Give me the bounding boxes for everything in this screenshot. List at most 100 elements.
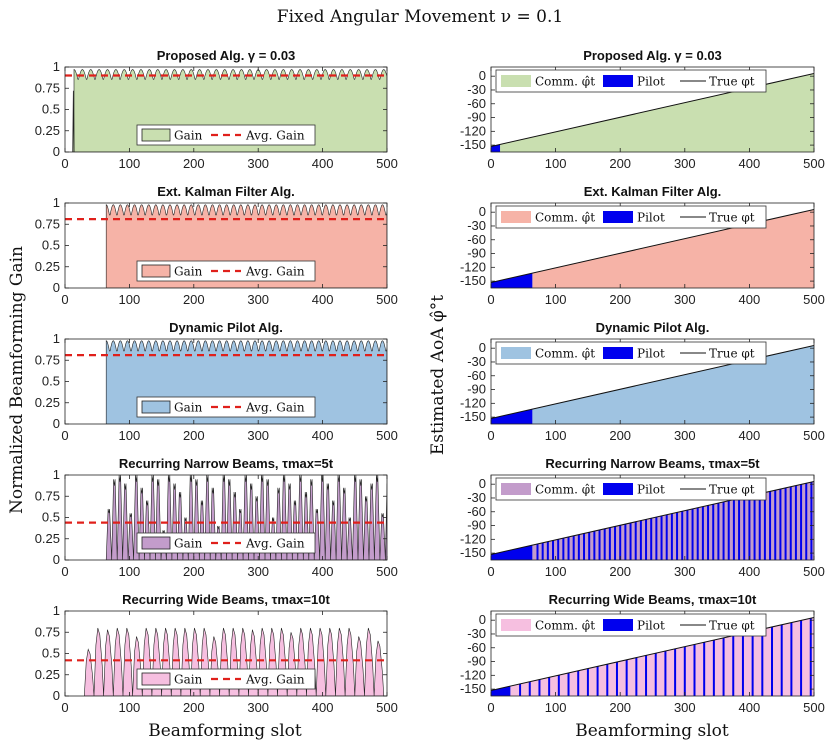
x-tick-label: 400 — [739, 428, 761, 443]
x-tick-label: 400 — [739, 156, 761, 171]
y-tick-label: 0.25 — [35, 531, 60, 546]
legend-comm-label: Comm. φ̂t — [535, 347, 595, 361]
legend-avg-label: Avg. Gain — [245, 129, 305, 143]
panel-gain-ekf: Ext. Kalman Filter Alg. 0 100 200 300 400 500 0… — [35, 184, 398, 307]
y-tick-label: -120 — [460, 531, 486, 546]
axes-box — [490, 474, 815, 561]
y-tick-label: -90 — [467, 654, 486, 669]
x-tick-label: 400 — [312, 700, 334, 715]
y-tick-label: -30 — [467, 82, 486, 97]
y-tick-label: -30 — [467, 218, 486, 233]
x-tick-label: 0 — [487, 700, 494, 715]
panel-title: Recurring Narrow Beams, τmax=5t — [545, 456, 760, 471]
y-tick-label: 0.5 — [42, 374, 60, 389]
y-tick-label: 0.5 — [42, 238, 60, 253]
x-tick-label: 100 — [545, 156, 567, 171]
x-tick-label: 300 — [674, 292, 696, 307]
y-tick-label: -150 — [460, 545, 486, 560]
pilot-area — [491, 273, 533, 288]
y-tick-label: 1 — [53, 331, 60, 346]
y-tick-label: -120 — [460, 395, 486, 410]
x-tick-label: 400 — [312, 428, 334, 443]
x-tick-label: 100 — [119, 156, 141, 171]
x-tick-label: 200 — [609, 428, 631, 443]
y-tick-label: 0 — [479, 612, 486, 627]
panel-aoa-wide: Recurring Wide Beams, τmax=10t 0 100 200 300… — [460, 592, 825, 715]
panel-aoa-narrow: Recurring Narrow Beams, τmax=5t 0 100 200 30… — [460, 456, 825, 579]
x-tick-label: 500 — [376, 564, 398, 579]
legend-gain-label: Gain — [174, 401, 203, 415]
legend-gain-label: Gain — [174, 537, 203, 551]
y-tick-label: -30 — [467, 490, 486, 505]
y-tick-label: -150 — [460, 273, 486, 288]
y-tick-label: -60 — [467, 368, 486, 383]
x-tick-label: 0 — [487, 292, 494, 307]
x-tick-label: 300 — [674, 428, 696, 443]
legend-pilot-swatch — [603, 211, 633, 223]
legend-gain-swatch — [141, 128, 171, 142]
legend-gain-label: Gain — [174, 129, 203, 143]
panel-title: Dynamic Pilot Alg. — [596, 320, 710, 335]
legend-pilot-label: Pilot — [637, 619, 665, 633]
panel-gain-narrow: Recurring Narrow Beams, τmax=5t 0 100 200 30… — [35, 456, 398, 579]
legend-comm-label: Comm. φ̂t — [535, 211, 595, 225]
gain-initial-spike — [72, 90, 75, 152]
legend-comm-swatch — [501, 483, 531, 495]
x-tick-label: 400 — [739, 700, 761, 715]
legend-true-label: True φt — [709, 347, 755, 361]
x-tick-label: 300 — [247, 700, 269, 715]
y-tick-label: 0.5 — [42, 646, 60, 661]
legend-true-label: True φt — [709, 619, 755, 633]
x-tick-label: 100 — [545, 564, 567, 579]
legend-gain-swatch — [141, 400, 171, 414]
panel-title: Recurring Wide Beams, τmax=10t — [549, 592, 757, 607]
x-tick-label: 400 — [739, 564, 761, 579]
panel-title: Proposed Alg. γ = 0.03 — [157, 48, 296, 63]
y-tick-label: 0.25 — [35, 667, 60, 682]
legend-true-label: True φt — [709, 75, 755, 89]
x-tick-label: 200 — [183, 292, 205, 307]
x-tick-label: 200 — [609, 156, 631, 171]
panel-title: Recurring Narrow Beams, τmax=5t — [119, 456, 334, 471]
y-tick-label: -90 — [467, 518, 486, 533]
legend-pilot-swatch — [603, 483, 633, 495]
x-tick-label: 100 — [545, 428, 567, 443]
x-tick-label: 0 — [487, 156, 494, 171]
y-tick-label: 0.75 — [35, 624, 60, 639]
legend-pilot-label: Pilot — [637, 347, 665, 361]
y-tick-label: -150 — [460, 137, 486, 152]
x-tick-label: 100 — [119, 700, 141, 715]
y-tick-label: 1 — [53, 59, 60, 74]
panel-gain-wide: Recurring Wide Beams, τmax=10t 0 100 200 300… — [35, 592, 398, 715]
y-tick-label: 0 — [53, 688, 60, 703]
x-tick-label: 500 — [376, 700, 398, 715]
y-tick-label: 0.25 — [35, 395, 60, 410]
x-tick-label: 100 — [119, 428, 141, 443]
y-tick-label: 0 — [479, 204, 486, 219]
legend-comm-label: Comm. φ̂t — [535, 75, 595, 89]
panel-title: Ext. Kalman Filter Alg. — [584, 184, 722, 199]
legend-gain-label: Gain — [174, 673, 203, 687]
x-tick-label: 400 — [312, 564, 334, 579]
x-tick-label: 300 — [247, 292, 269, 307]
y-tick-label: -150 — [460, 681, 486, 696]
axes-box — [490, 610, 815, 697]
panel-gain-proposed: Proposed Alg. γ = 0.03 0 100 200 300 400 500 0 0… — [35, 48, 398, 171]
x-tick-label: 0 — [61, 564, 68, 579]
left-ylabel: Normalized Beamforming Gain — [7, 246, 27, 514]
x-tick-label: 0 — [61, 428, 68, 443]
legend-avg-label: Avg. Gain — [245, 673, 305, 687]
legend-gain-swatch — [141, 672, 171, 686]
x-tick-label: 200 — [183, 700, 205, 715]
x-tick-label: 400 — [739, 292, 761, 307]
y-tick-label: -120 — [460, 123, 486, 138]
x-tick-label: 200 — [183, 428, 205, 443]
legend-pilot-label: Pilot — [637, 483, 665, 497]
axes-box — [490, 202, 815, 289]
legend-comm-swatch — [501, 75, 531, 87]
legend-gain-swatch — [141, 536, 171, 550]
comm-area — [510, 617, 814, 696]
panel-aoa-ekf: Ext. Kalman Filter Alg. 0 100 200 300 400 500 0… — [460, 184, 825, 307]
legend-comm-label: Comm. φ̂t — [535, 619, 595, 633]
panel-aoa-proposed: Proposed Alg. γ = 0.030 100 200 300 400 5000-… — [460, 48, 825, 171]
